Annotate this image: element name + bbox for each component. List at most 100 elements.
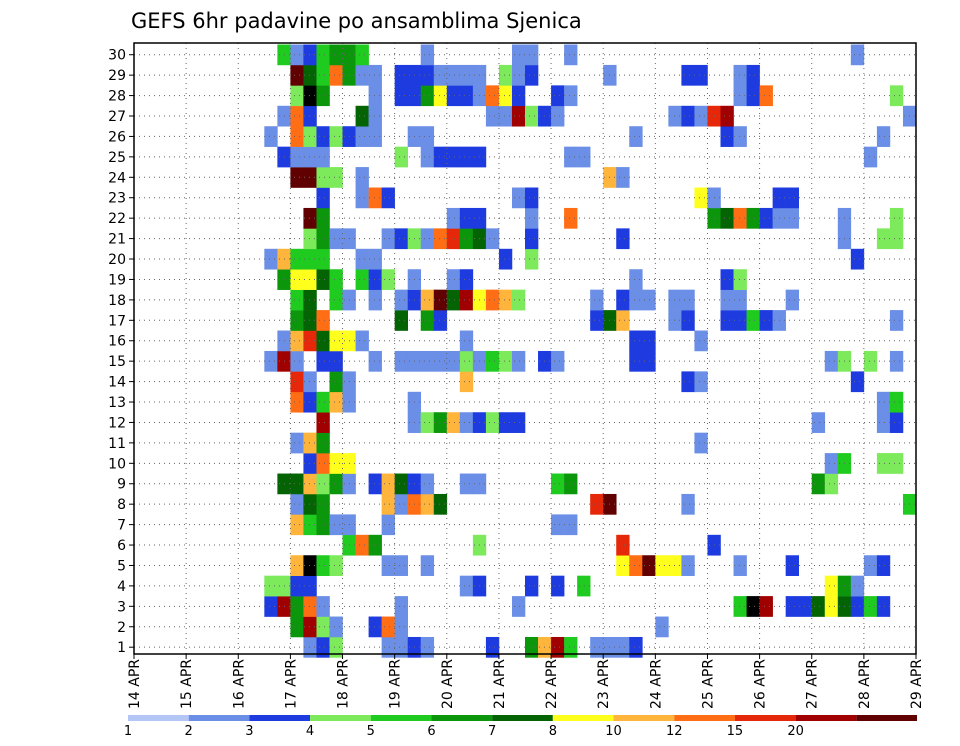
heatmap-cell bbox=[694, 64, 708, 86]
heatmap-cell bbox=[459, 473, 474, 495]
heatmap-cell bbox=[290, 575, 304, 597]
heatmap-cell bbox=[290, 105, 304, 127]
heatmap-cell bbox=[316, 473, 330, 495]
heatmap-cell bbox=[811, 473, 826, 495]
y-tick-label: 15 bbox=[108, 354, 126, 370]
heatmap-cell bbox=[303, 310, 317, 331]
heatmap-cell bbox=[368, 289, 382, 311]
heatmap-cell bbox=[824, 473, 839, 495]
heatmap-cell bbox=[355, 248, 369, 270]
heatmap-cell bbox=[459, 146, 474, 168]
heatmap-cell bbox=[446, 228, 461, 250]
heatmap-cell bbox=[316, 514, 330, 536]
heatmap-cell bbox=[316, 616, 330, 638]
heatmap-cell bbox=[577, 575, 591, 597]
heatmap-cell bbox=[564, 146, 578, 168]
heatmap-cell bbox=[733, 289, 747, 311]
heatmap-cell bbox=[290, 126, 304, 147]
heatmap-cell bbox=[316, 64, 330, 86]
heatmap-cell bbox=[759, 596, 773, 617]
heatmap-cell bbox=[290, 514, 304, 536]
x-tick-label: 25 APR bbox=[700, 659, 716, 709]
heatmap-cell bbox=[381, 473, 395, 495]
heatmap-cell bbox=[459, 228, 474, 250]
heatmap-cell bbox=[551, 85, 565, 107]
x-tick-label: 28 APR bbox=[857, 659, 873, 709]
y-tick-label: 13 bbox=[108, 395, 126, 411]
heatmap-cell bbox=[433, 350, 448, 372]
heatmap-cell bbox=[290, 269, 304, 290]
x-tick-label: 29 APR bbox=[909, 659, 925, 709]
heatmap-cell bbox=[433, 228, 448, 250]
heatmap-cell bbox=[433, 85, 448, 107]
heatmap-cell bbox=[733, 126, 747, 147]
legend-label: 10 bbox=[605, 724, 622, 739]
heatmap-cell bbox=[264, 126, 278, 147]
heatmap-cell bbox=[368, 350, 382, 372]
heatmap-cell bbox=[694, 187, 708, 209]
heatmap-cell bbox=[394, 146, 408, 168]
heatmap-cell bbox=[551, 105, 565, 127]
heatmap-cell bbox=[720, 105, 734, 127]
x-tick-label: 27 APR bbox=[805, 659, 821, 709]
heatmap-cell bbox=[616, 228, 630, 250]
x-tick-label: 14 APR bbox=[127, 659, 143, 709]
heatmap-cell bbox=[303, 269, 317, 290]
heatmap-cell bbox=[564, 207, 578, 229]
heatmap-cell bbox=[303, 596, 317, 617]
heatmap-cell bbox=[459, 575, 474, 597]
x-tick-label: 22 APR bbox=[544, 659, 560, 709]
heatmap-cell bbox=[316, 330, 330, 352]
heatmap-cell bbox=[368, 534, 382, 556]
heatmap-cell bbox=[355, 64, 369, 86]
heatmap-cell bbox=[459, 64, 474, 86]
heatmap-cell bbox=[498, 350, 513, 372]
heatmap-cell bbox=[642, 350, 656, 372]
heatmap-cell bbox=[733, 596, 747, 617]
heatmap-cell bbox=[303, 105, 317, 127]
heatmap-cell bbox=[290, 473, 304, 495]
heatmap-cell bbox=[498, 64, 513, 86]
heatmap-cell bbox=[746, 207, 760, 229]
heatmap-cell bbox=[433, 412, 448, 433]
heatmap-cell bbox=[303, 146, 317, 168]
heatmap-cell bbox=[681, 493, 695, 515]
heatmap-cell bbox=[876, 412, 891, 433]
heatmap-cell bbox=[525, 248, 539, 270]
heatmap-cell bbox=[590, 289, 604, 311]
heatmap-cell bbox=[485, 412, 500, 433]
heatmap-cell bbox=[329, 371, 343, 393]
heatmap-cell bbox=[303, 207, 317, 229]
heatmap-cell bbox=[876, 596, 891, 617]
heatmap-cell bbox=[394, 289, 408, 311]
heatmap-cell bbox=[290, 350, 304, 372]
y-tick-label: 8 bbox=[117, 497, 126, 513]
heatmap-cell bbox=[394, 350, 408, 372]
heatmap-cell bbox=[889, 207, 904, 229]
heatmap-cell bbox=[590, 310, 604, 331]
heatmap-cell bbox=[850, 575, 865, 597]
heatmap-cell bbox=[746, 85, 760, 107]
y-tick-label: 17 bbox=[108, 313, 126, 329]
y-tick-label: 22 bbox=[108, 211, 126, 227]
heatmap-cell bbox=[511, 289, 526, 311]
legend-color-segment bbox=[249, 715, 311, 721]
legend-color-segment bbox=[128, 715, 189, 721]
heatmap-cell bbox=[889, 85, 904, 107]
heatmap-cell bbox=[525, 207, 539, 229]
heatmap-cell bbox=[889, 453, 904, 474]
heatmap-cell bbox=[616, 534, 630, 556]
heatmap-cell bbox=[381, 616, 395, 638]
heatmap-cell bbox=[485, 289, 500, 311]
heatmap-cell bbox=[785, 555, 799, 576]
heatmap-cell bbox=[681, 310, 695, 331]
heatmap-cell bbox=[446, 289, 461, 311]
heatmap-cell bbox=[642, 330, 656, 352]
heatmap-cell bbox=[303, 289, 317, 311]
heatmap-cell bbox=[381, 493, 395, 515]
heatmap-cell bbox=[303, 228, 317, 250]
heatmap-cell bbox=[459, 207, 474, 229]
heatmap-cell bbox=[316, 126, 330, 147]
heatmap-cell bbox=[355, 534, 369, 556]
